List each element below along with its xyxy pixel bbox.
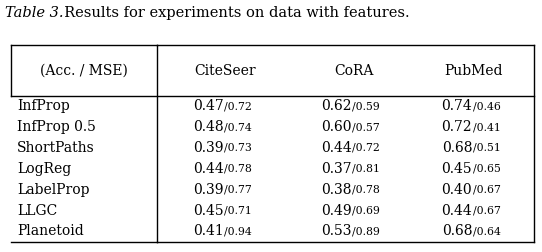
Text: /0.74: /0.74 [224, 122, 252, 132]
Text: 0.39: 0.39 [193, 141, 224, 155]
Text: /0.71: /0.71 [224, 206, 252, 216]
Text: 0.68: 0.68 [442, 225, 472, 238]
Text: CoRA: CoRA [334, 64, 373, 78]
Text: /0.72: /0.72 [224, 101, 252, 111]
Text: CiteSeer: CiteSeer [195, 64, 256, 78]
Text: 0.47: 0.47 [193, 99, 224, 113]
Text: LLGC: LLGC [17, 204, 57, 217]
Text: 0.60: 0.60 [321, 120, 352, 134]
Text: ShortPaths: ShortPaths [17, 141, 95, 155]
Text: 0.74: 0.74 [441, 99, 472, 113]
Text: Results for experiments on data with features.: Results for experiments on data with fea… [55, 6, 410, 20]
Text: 0.62: 0.62 [321, 99, 352, 113]
Text: LogReg: LogReg [17, 162, 72, 176]
Text: /0.64: /0.64 [473, 227, 501, 236]
Text: /0.59: /0.59 [352, 101, 380, 111]
Text: LabelProp: LabelProp [17, 183, 90, 197]
Text: 0.53: 0.53 [321, 225, 352, 238]
Text: /0.51: /0.51 [473, 143, 501, 153]
Text: /0.46: /0.46 [473, 101, 501, 111]
Text: /0.78: /0.78 [352, 185, 380, 195]
Text: 0.48: 0.48 [193, 120, 224, 134]
Text: /0.94: /0.94 [224, 227, 252, 236]
Text: /0.89: /0.89 [352, 227, 380, 236]
Text: /0.67: /0.67 [473, 185, 501, 195]
Text: 0.38: 0.38 [321, 183, 352, 197]
Text: /0.81: /0.81 [352, 164, 380, 174]
Text: /0.73: /0.73 [224, 143, 252, 153]
Text: 0.45: 0.45 [442, 162, 472, 176]
Text: /0.72: /0.72 [352, 143, 380, 153]
Text: 0.44: 0.44 [193, 162, 224, 176]
Text: 0.40: 0.40 [442, 183, 472, 197]
Text: InfProp 0.5: InfProp 0.5 [17, 120, 96, 134]
Text: 0.37: 0.37 [321, 162, 352, 176]
Text: Planetoid: Planetoid [17, 225, 84, 238]
Text: 0.72: 0.72 [442, 120, 472, 134]
Text: /0.41: /0.41 [473, 122, 501, 132]
Text: 0.68: 0.68 [442, 141, 472, 155]
Text: 0.49: 0.49 [321, 204, 352, 217]
Text: /0.77: /0.77 [224, 185, 252, 195]
Text: PubMed: PubMed [444, 64, 503, 78]
Text: /0.57: /0.57 [352, 122, 380, 132]
Text: /0.67: /0.67 [473, 206, 501, 216]
Text: 0.44: 0.44 [321, 141, 352, 155]
Text: 0.39: 0.39 [193, 183, 224, 197]
Text: (Acc. / MSE): (Acc. / MSE) [40, 64, 128, 78]
Text: /0.65: /0.65 [473, 164, 501, 174]
Text: 0.45: 0.45 [193, 204, 224, 217]
Text: Table 3.: Table 3. [5, 6, 64, 20]
Text: 0.41: 0.41 [193, 225, 224, 238]
Text: InfProp: InfProp [17, 99, 70, 113]
Text: /0.69: /0.69 [352, 206, 380, 216]
Text: 0.44: 0.44 [441, 204, 472, 217]
Text: /0.78: /0.78 [224, 164, 252, 174]
